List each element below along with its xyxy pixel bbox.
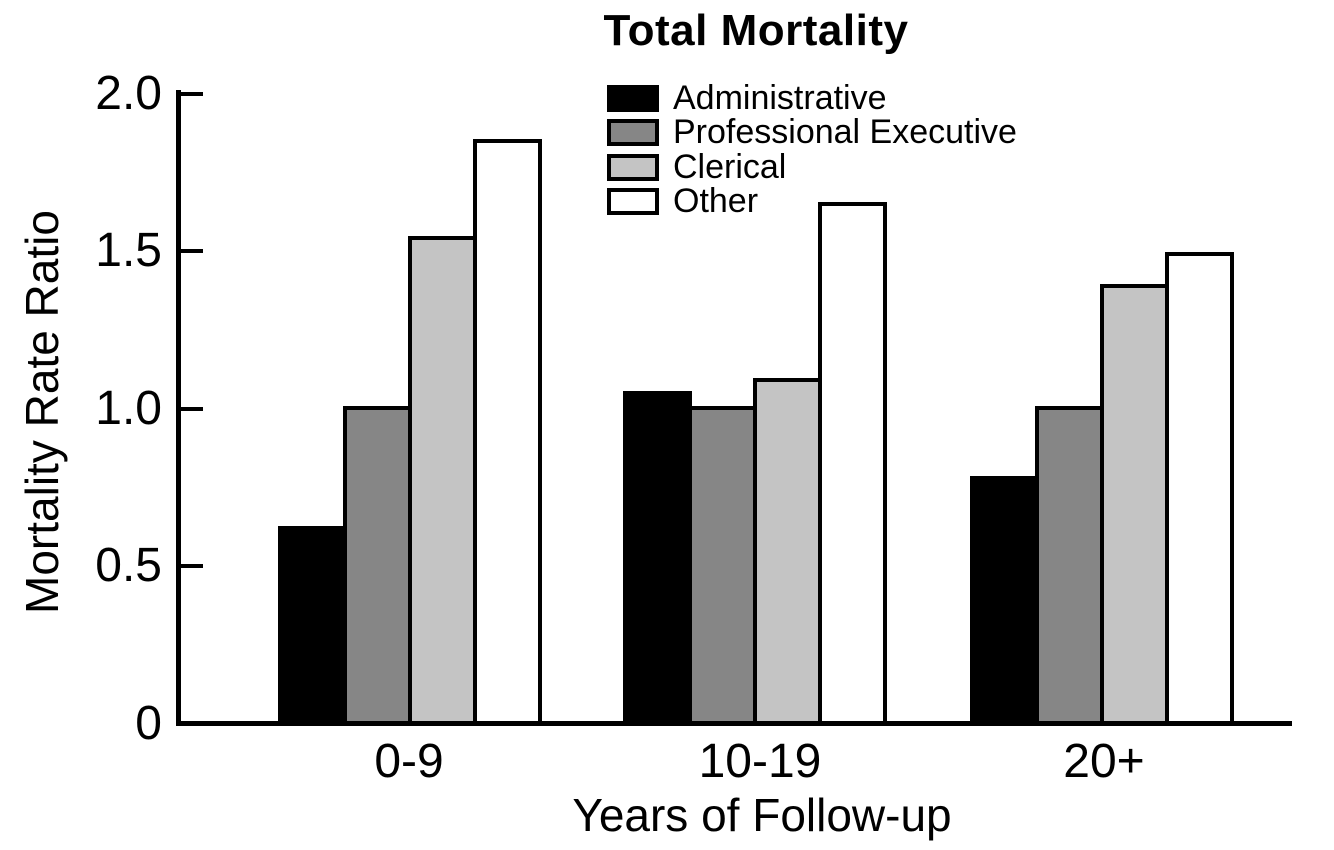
legend-label-professional-executive: Professional Executive	[673, 113, 1017, 151]
legend-item-clerical: Clerical	[607, 148, 787, 186]
legend-label-clerical: Clerical	[673, 148, 787, 186]
bar-other-10-19	[818, 202, 887, 725]
bar-administrative-0-9	[278, 526, 347, 725]
legend-item-professional-executive: Professional Executive	[607, 113, 1017, 151]
x-category-label-10-19: 10-19	[698, 735, 822, 788]
y-tick-mark-1.5	[181, 249, 203, 254]
legend-swatch-clerical	[607, 153, 659, 181]
y-tick-mark-1.0	[181, 406, 203, 411]
bar-administrative-10-19	[623, 391, 692, 725]
x-category-label-0-9: 0-9	[374, 735, 444, 788]
legend-label-other: Other	[673, 182, 759, 220]
bar-other-0-9	[473, 139, 542, 725]
y-tick-label-0.5: 0.5	[95, 539, 162, 593]
bar-professional-executive-0-9	[343, 406, 412, 725]
bar-clerical-0-9	[408, 236, 477, 725]
bar-administrative-20	[970, 476, 1039, 725]
y-tick-mark-2.0	[181, 92, 203, 97]
y-tick-mark-0.5	[181, 564, 203, 569]
bar-professional-executive-10-19	[688, 406, 757, 725]
y-tick-label-1.0: 1.0	[95, 381, 162, 435]
x-axis-title: Years of Follow-up	[572, 789, 952, 841]
bar-clerical-20	[1100, 284, 1169, 725]
legend-swatch-other	[607, 187, 659, 215]
bar-clerical-10-19	[753, 378, 822, 725]
y-tick-label-0: 0	[135, 696, 162, 750]
bar-other-20	[1165, 252, 1234, 725]
y-tick-label-1.5: 1.5	[95, 224, 162, 278]
legend-item-administrative: Administrative	[607, 79, 887, 117]
chart-title: Total Mortality	[603, 6, 909, 55]
bar-professional-executive-20	[1035, 406, 1104, 725]
legend-item-other: Other	[607, 182, 759, 220]
y-tick-label-2.0: 2.0	[95, 67, 162, 121]
x-category-label-20: 20+	[1063, 735, 1145, 788]
legend-swatch-professional-executive	[607, 118, 659, 146]
legend-swatch-administrative	[607, 84, 659, 112]
y-axis-line	[176, 90, 181, 726]
legend-label-administrative: Administrative	[673, 79, 887, 117]
